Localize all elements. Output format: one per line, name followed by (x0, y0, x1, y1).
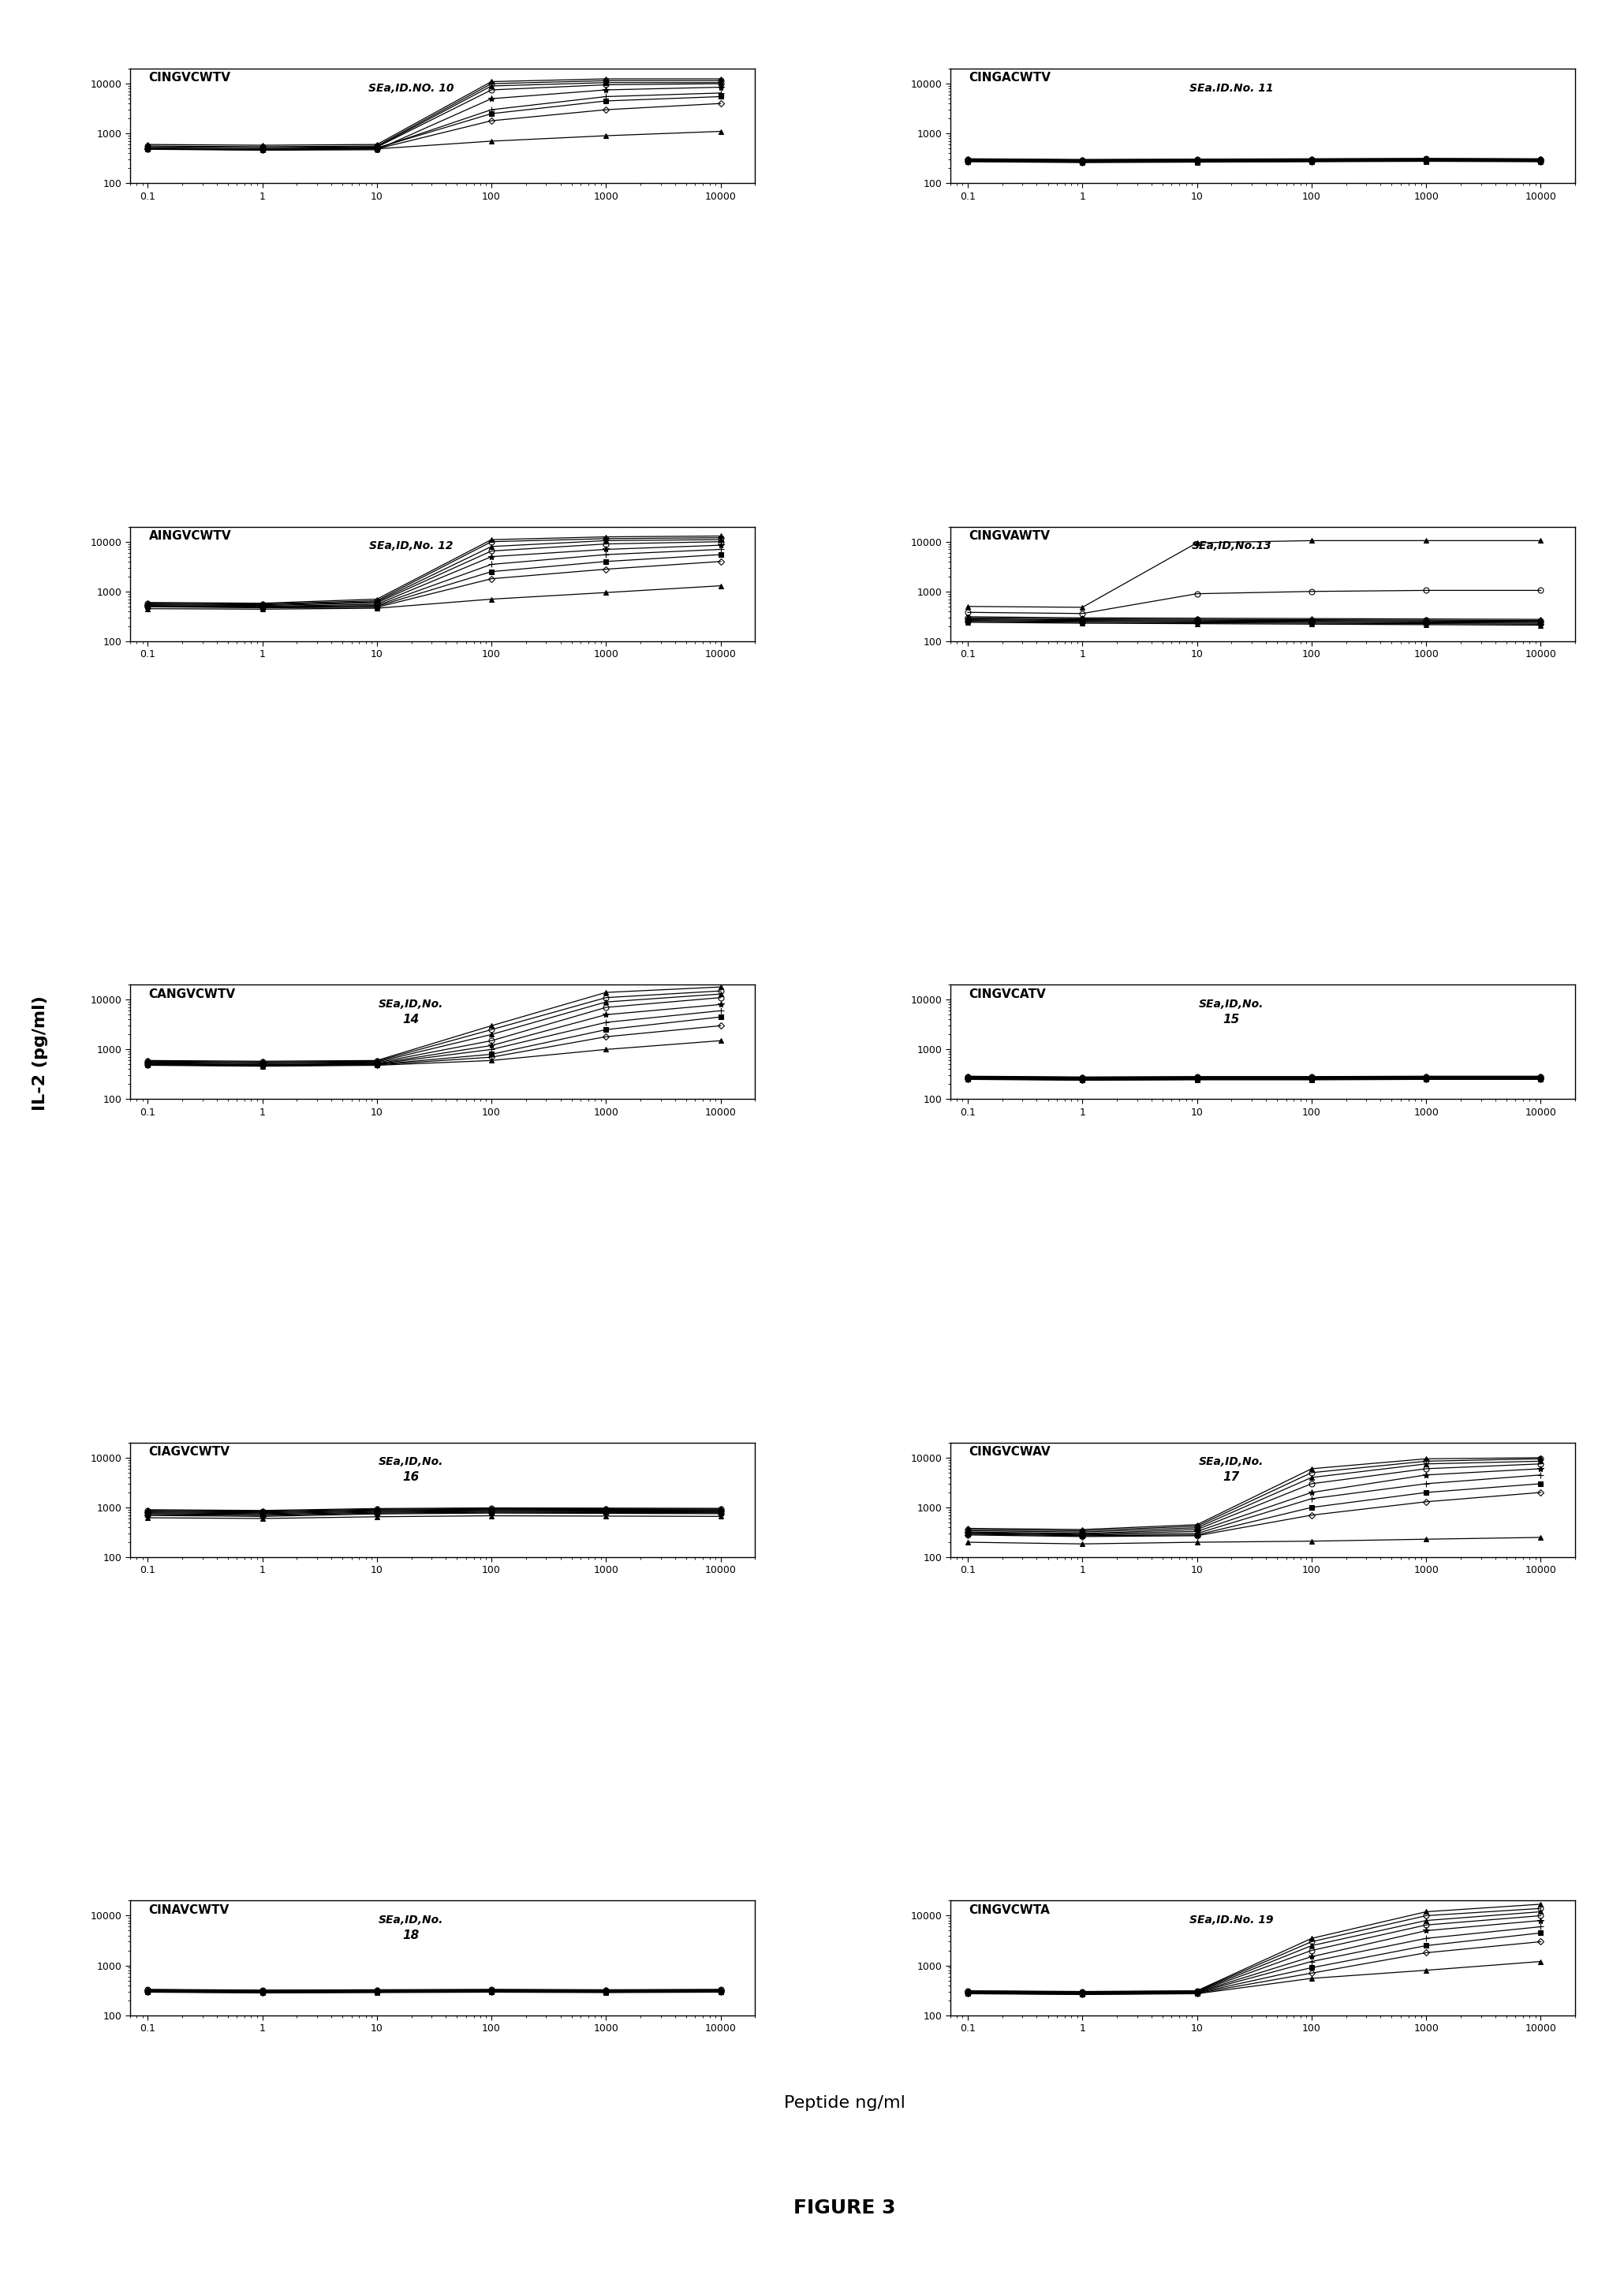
Text: CANGVCWTV: CANGVCWTV (149, 987, 235, 1001)
Text: SEa,ID,No.: SEa,ID,No. (378, 1456, 443, 1468)
Text: CIAGVCWTV: CIAGVCWTV (149, 1447, 231, 1459)
Text: 15: 15 (1223, 1012, 1239, 1026)
Text: AINGVCWTV: AINGVCWTV (149, 529, 231, 543)
Text: 14: 14 (403, 1012, 419, 1026)
Text: SEa,ID,No.13: SEa,ID,No.13 (1192, 540, 1272, 552)
Text: CINGVCATV: CINGVCATV (970, 987, 1046, 1001)
Text: SEa,ID,No.: SEa,ID,No. (1199, 998, 1263, 1010)
Text: SEa.ID.No. 11: SEa.ID.No. 11 (1189, 82, 1273, 94)
Text: Peptide ng/ml: Peptide ng/ml (784, 2095, 905, 2111)
Text: CINGACWTV: CINGACWTV (970, 71, 1051, 85)
Text: SEa,ID.NO. 10: SEa,ID.NO. 10 (369, 82, 455, 94)
Text: 16: 16 (403, 1470, 419, 1484)
Text: 17: 17 (1223, 1470, 1239, 1484)
Text: CINGVCWTV: CINGVCWTV (149, 71, 231, 85)
Text: SEa,ID,No.: SEa,ID,No. (378, 1914, 443, 1926)
Text: CINAVCWTV: CINAVCWTV (149, 1905, 229, 1917)
Text: CINGVCWAV: CINGVCWAV (970, 1447, 1051, 1459)
Text: SEa,ID,No.: SEa,ID,No. (1199, 1456, 1263, 1468)
Text: SEa,ID,No.: SEa,ID,No. (378, 998, 443, 1010)
Text: SEa,ID.No. 19: SEa,ID.No. 19 (1189, 1914, 1273, 1926)
Text: FIGURE 3: FIGURE 3 (794, 2198, 895, 2217)
Text: CINGVAWTV: CINGVAWTV (970, 529, 1051, 543)
Text: CINGVCWTA: CINGVCWTA (970, 1905, 1051, 1917)
Text: 18: 18 (403, 1928, 419, 1942)
Text: IL-2 (pg/ml): IL-2 (pg/ml) (32, 996, 49, 1111)
Text: SEa,ID,No. 12: SEa,ID,No. 12 (369, 540, 453, 552)
